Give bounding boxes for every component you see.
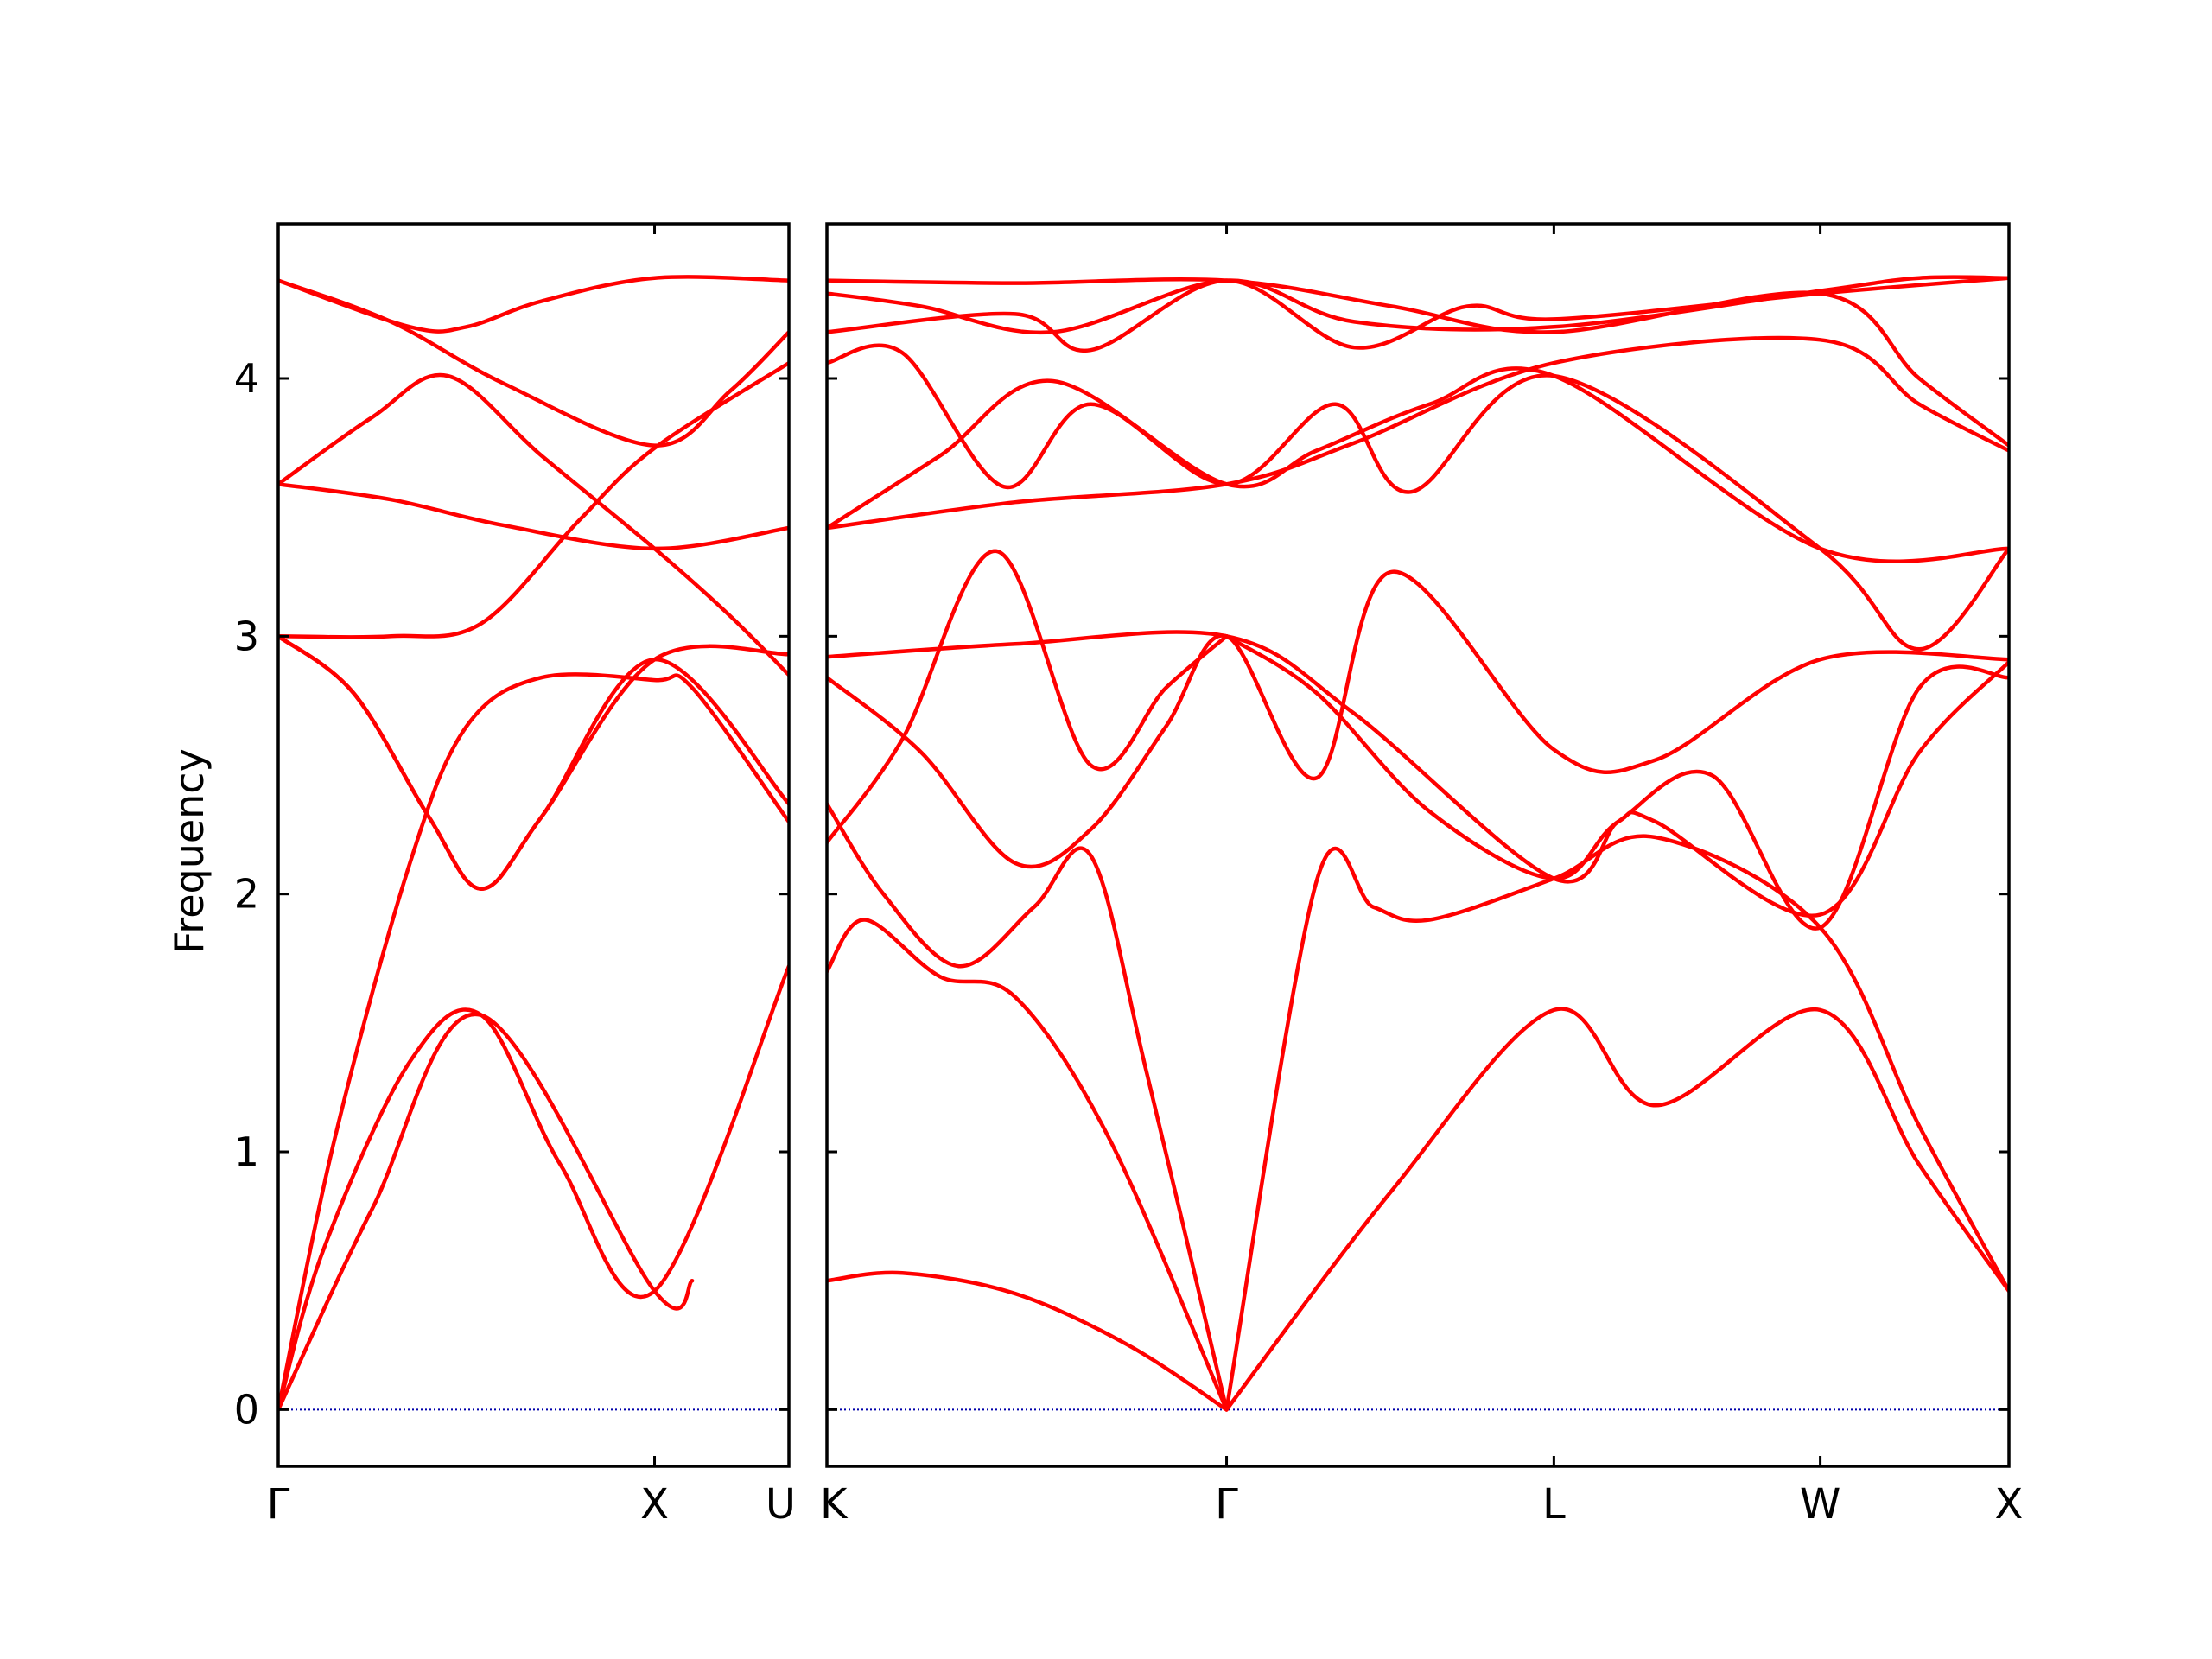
band-line-3	[278, 672, 789, 1412]
band-line-10	[278, 634, 789, 891]
band-line-8	[827, 549, 1229, 845]
y-tick-label: 2	[234, 871, 259, 918]
band-line-15	[827, 275, 2009, 335]
y-tick-label: 1	[234, 1128, 259, 1175]
band-line-12	[827, 343, 2009, 652]
x-tick-label: K	[820, 1480, 849, 1529]
x-tick-label: Γ	[267, 1480, 290, 1529]
band-line-10	[827, 335, 2009, 531]
x-tick-label: Γ	[1215, 1480, 1238, 1529]
band-line-9	[1224, 634, 2009, 931]
band-line-5	[1224, 834, 2009, 1412]
band-line-8	[278, 275, 789, 334]
panel-gamma-x-u: 0 1 2 3 4 Γ X U	[234, 222, 796, 1529]
plot-frame	[825, 222, 2011, 1468]
band-line-6	[278, 482, 789, 551]
band-line-14	[827, 276, 2009, 448]
plot-frame	[276, 222, 791, 1468]
band-line-4	[278, 634, 789, 891]
band-line-9	[278, 278, 789, 448]
y-tick-label: 3	[234, 613, 259, 659]
band-line-3	[827, 802, 1229, 1412]
y-tick-label: 0	[234, 1386, 259, 1433]
band-line-11	[827, 366, 2009, 563]
band-line-1	[278, 1012, 695, 1412]
band-group	[827, 275, 2009, 1412]
band-line-4	[1224, 1007, 2009, 1412]
band-line-2	[278, 963, 789, 1412]
x-tick-label: X	[640, 1480, 669, 1529]
band-group	[278, 275, 789, 1412]
band-line-2	[827, 918, 1229, 1412]
x-tick-label: U	[766, 1480, 796, 1529]
chart-panels: 0 1 2 3 4 Γ X U K Γ L W X	[234, 222, 2024, 1529]
x-tick-label: X	[1995, 1480, 2024, 1529]
band-line-7	[278, 372, 789, 677]
x-tick-label: L	[1542, 1480, 1566, 1529]
band-line-6	[827, 569, 2009, 869]
y-tick-label: 4	[234, 355, 259, 402]
band-line-7	[827, 630, 2009, 918]
y-axis-label: Frequency	[166, 748, 213, 954]
band-line-1	[827, 1270, 1229, 1412]
x-tick-label: W	[1800, 1480, 1840, 1529]
band-line-5	[278, 360, 789, 639]
